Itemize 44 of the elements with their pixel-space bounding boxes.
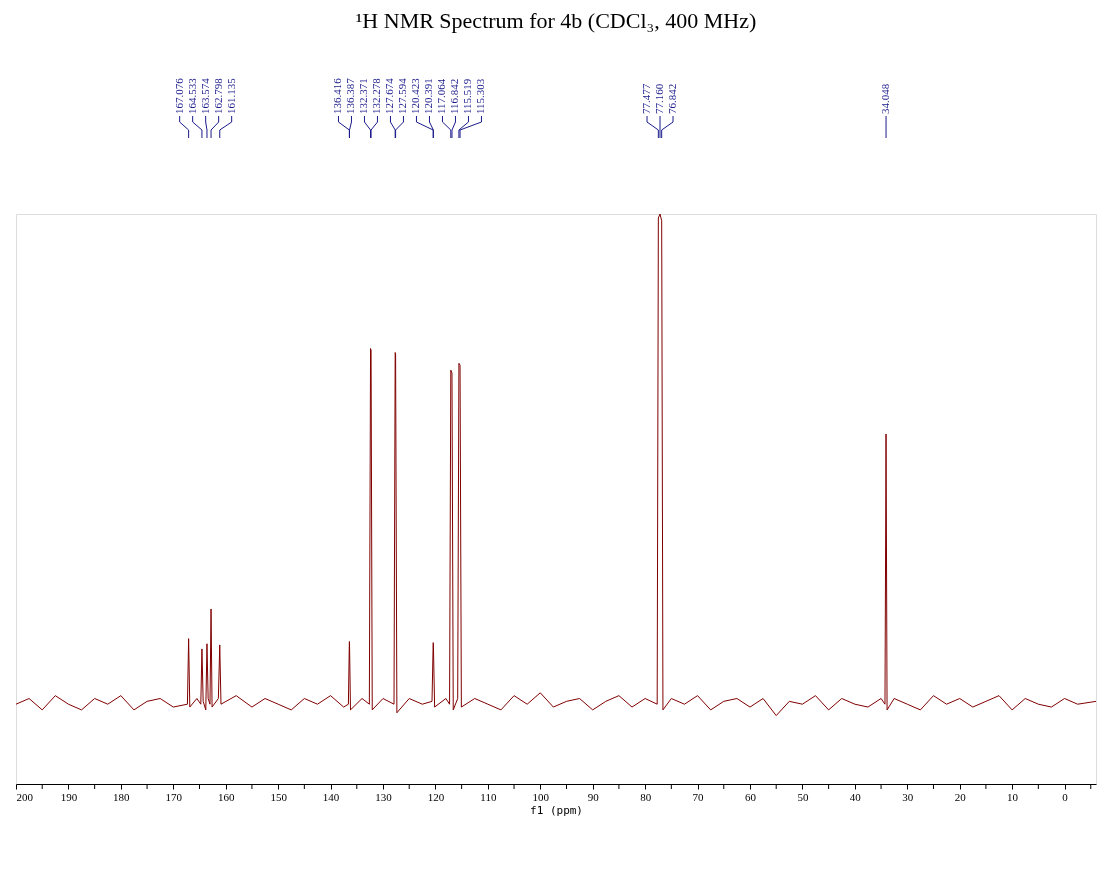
x-tick-label: 140 bbox=[322, 790, 340, 803]
chart-title: ¹H NMR Spectrum for 4b (CDCl₃, 400 MHz) bbox=[355, 8, 757, 34]
annotation: 76.842 bbox=[666, 83, 679, 114]
x-tick-label: 10 bbox=[1007, 790, 1019, 803]
annotation: 163.574 bbox=[198, 77, 211, 114]
annotation: 77.477 bbox=[640, 83, 653, 114]
x-tick-label: 90 bbox=[587, 790, 600, 803]
x-tick-label: 200 bbox=[16, 790, 34, 803]
annotation: 136.416 bbox=[331, 77, 344, 114]
x-tick-label: 150 bbox=[270, 790, 288, 803]
annotation: 161.135 bbox=[224, 77, 237, 114]
x-tick-label: 30 bbox=[902, 790, 914, 803]
annotation: 132.371 bbox=[357, 78, 370, 114]
x-tick-label: 60 bbox=[744, 790, 757, 803]
x-tick-label: 100 bbox=[532, 790, 550, 803]
annotation: 115.303 bbox=[474, 78, 487, 114]
x-axis-title: f1 (ppm) bbox=[530, 803, 583, 817]
x-tick-label: 130 bbox=[375, 790, 393, 803]
annotation: 120.391 bbox=[422, 78, 435, 114]
x-tick-label: 160 bbox=[217, 790, 235, 803]
x-tick-label: 80 bbox=[640, 790, 652, 803]
annotation: 77.160 bbox=[653, 83, 666, 114]
x-tick-label: 40 bbox=[849, 790, 862, 803]
annotation: 115.519 bbox=[461, 78, 474, 114]
x-tick-label: 110 bbox=[480, 790, 497, 803]
x-tick-label: 170 bbox=[165, 790, 183, 803]
annotation: 120.423 bbox=[409, 77, 422, 114]
x-tick-label: 0 bbox=[1062, 790, 1069, 803]
annotation: 132.278 bbox=[370, 77, 383, 114]
x-tick-label: 70 bbox=[692, 790, 705, 803]
annotation: 136.387 bbox=[344, 77, 357, 114]
x-tick-label: 50 bbox=[797, 790, 809, 803]
x-tick-label: 20 bbox=[954, 790, 967, 803]
annotation: 167.076 bbox=[172, 77, 185, 114]
annotation: 127.594 bbox=[396, 77, 409, 114]
annotation: 117.064 bbox=[435, 78, 448, 114]
x-tick-label: 180 bbox=[113, 790, 131, 803]
annotation: 127.674 bbox=[383, 77, 396, 114]
annotation: 116.842 bbox=[448, 78, 461, 114]
annotation: 162.798 bbox=[211, 77, 224, 114]
x-tick-label: 190 bbox=[60, 790, 78, 803]
annotation: 164.533 bbox=[185, 77, 198, 114]
x-tick-label: 120 bbox=[427, 790, 445, 803]
annotation: 34.048 bbox=[879, 83, 892, 114]
